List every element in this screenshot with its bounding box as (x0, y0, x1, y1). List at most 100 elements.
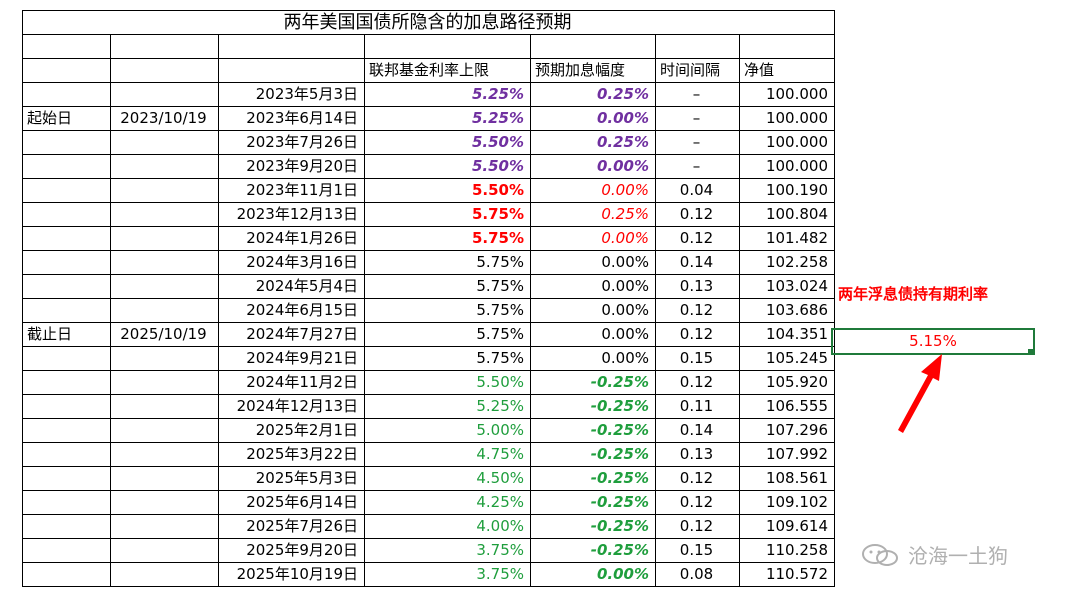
interval-cell[interactable]: 0.13 (655, 274, 740, 299)
date-cell[interactable]: 2024年5月4日 (218, 274, 365, 299)
row-label-cell[interactable] (22, 154, 111, 179)
row-label-cell[interactable] (22, 274, 111, 299)
nav-cell[interactable]: 100.804 (739, 202, 835, 227)
interval-cell[interactable]: 0.12 (655, 370, 740, 395)
nav-cell[interactable]: 105.920 (739, 370, 835, 395)
rate-cell[interactable]: 5.25% (364, 106, 531, 131)
cell[interactable] (218, 58, 365, 83)
interval-cell[interactable]: 0.08 (655, 562, 740, 587)
rate-cell[interactable]: 5.25% (364, 394, 531, 419)
cell[interactable] (739, 34, 835, 59)
date-cell[interactable]: 2025年9月20日 (218, 538, 365, 563)
row-date-cell[interactable] (110, 466, 219, 491)
cell[interactable] (218, 34, 365, 59)
change-cell[interactable]: 0.25% (530, 130, 656, 155)
interval-cell[interactable]: 0.15 (655, 346, 740, 371)
row-date-cell[interactable] (110, 346, 219, 371)
row-label-cell[interactable] (22, 178, 111, 203)
rate-cell[interactable]: 5.75% (364, 202, 531, 227)
header-interval[interactable]: 时间间隔 (655, 58, 740, 83)
change-cell[interactable]: 0.00% (530, 274, 656, 299)
date-cell[interactable]: 2025年6月14日 (218, 490, 365, 515)
cell[interactable] (655, 34, 740, 59)
row-date-cell[interactable] (110, 274, 219, 299)
row-date-cell[interactable] (110, 394, 219, 419)
nav-cell[interactable]: 100.000 (739, 106, 835, 131)
row-label-cell[interactable] (22, 394, 111, 419)
row-label-cell[interactable] (22, 226, 111, 251)
row-label-cell[interactable] (22, 490, 111, 515)
rate-cell[interactable]: 5.75% (364, 274, 531, 299)
date-cell[interactable]: 2025年3月22日 (218, 442, 365, 467)
nav-cell[interactable]: 110.258 (739, 538, 835, 563)
nav-cell[interactable]: 101.482 (739, 226, 835, 251)
header-nav[interactable]: 净值 (739, 58, 835, 83)
rate-cell[interactable]: 4.50% (364, 466, 531, 491)
row-label-cell[interactable] (22, 130, 111, 155)
row-date-cell[interactable] (110, 250, 219, 275)
row-date-cell[interactable] (110, 538, 219, 563)
change-cell[interactable]: 0.25% (530, 82, 656, 107)
interval-cell[interactable]: 0.14 (655, 418, 740, 443)
change-cell[interactable]: 0.00% (530, 322, 656, 347)
change-cell[interactable]: -0.25% (530, 466, 656, 491)
change-cell[interactable]: -0.25% (530, 370, 656, 395)
cell[interactable] (110, 58, 219, 83)
change-cell[interactable]: -0.25% (530, 538, 656, 563)
nav-cell[interactable]: 110.572 (739, 562, 835, 587)
rate-cell[interactable]: 5.75% (364, 226, 531, 251)
rate-cell[interactable]: 5.00% (364, 418, 531, 443)
interval-cell[interactable]: 0.12 (655, 514, 740, 539)
date-cell[interactable]: 2023年5月3日 (218, 82, 365, 107)
change-cell[interactable]: 0.00% (530, 178, 656, 203)
rate-cell[interactable]: 5.75% (364, 346, 531, 371)
row-label-cell[interactable] (22, 442, 111, 467)
cell[interactable] (364, 34, 531, 59)
interval-cell[interactable]: 0.12 (655, 322, 740, 347)
date-cell[interactable]: 2024年3月16日 (218, 250, 365, 275)
nav-cell[interactable]: 102.258 (739, 250, 835, 275)
date-cell[interactable]: 2025年5月3日 (218, 466, 365, 491)
change-cell[interactable]: 0.00% (530, 298, 656, 323)
date-cell[interactable]: 2025年10月19日 (218, 562, 365, 587)
change-cell[interactable]: 0.00% (530, 154, 656, 179)
change-cell[interactable]: 0.00% (530, 106, 656, 131)
rate-cell[interactable]: 5.75% (364, 250, 531, 275)
rate-cell[interactable]: 4.75% (364, 442, 531, 467)
change-cell[interactable]: 0.00% (530, 346, 656, 371)
rate-cell[interactable]: 5.25% (364, 82, 531, 107)
fill-handle[interactable] (1028, 349, 1034, 355)
nav-cell[interactable]: 107.296 (739, 418, 835, 443)
rate-cell[interactable]: 5.50% (364, 154, 531, 179)
row-label-cell[interactable] (22, 466, 111, 491)
row-date-cell[interactable] (110, 130, 219, 155)
interval-cell[interactable]: – (655, 154, 740, 179)
holding-period-rate-cell[interactable]: 5.15% (831, 328, 1035, 355)
header-rate[interactable]: 联邦基金利率上限 (364, 58, 531, 83)
nav-cell[interactable]: 100.190 (739, 178, 835, 203)
row-date-cell[interactable] (110, 154, 219, 179)
change-cell[interactable]: 0.00% (530, 250, 656, 275)
interval-cell[interactable]: 0.12 (655, 298, 740, 323)
change-cell[interactable]: 0.25% (530, 202, 656, 227)
row-date-cell[interactable] (110, 490, 219, 515)
interval-cell[interactable]: – (655, 130, 740, 155)
interval-cell[interactable]: 0.12 (655, 466, 740, 491)
rate-cell[interactable]: 5.50% (364, 130, 531, 155)
nav-cell[interactable]: 100.000 (739, 130, 835, 155)
row-label-cell[interactable] (22, 562, 111, 587)
date-cell[interactable]: 2024年1月26日 (218, 226, 365, 251)
date-cell[interactable]: 2023年11月1日 (218, 178, 365, 203)
row-date-cell[interactable] (110, 442, 219, 467)
date-cell[interactable]: 2023年6月14日 (218, 106, 365, 131)
start-label-cell[interactable]: 起始日 (22, 106, 111, 131)
row-label-cell[interactable] (22, 418, 111, 443)
interval-cell[interactable]: 0.12 (655, 226, 740, 251)
change-cell[interactable]: -0.25% (530, 514, 656, 539)
rate-cell[interactable]: 3.75% (364, 562, 531, 587)
row-date-cell[interactable] (110, 418, 219, 443)
row-label-cell[interactable] (22, 346, 111, 371)
nav-cell[interactable]: 104.351 (739, 322, 835, 347)
nav-cell[interactable]: 107.992 (739, 442, 835, 467)
nav-cell[interactable]: 103.024 (739, 274, 835, 299)
